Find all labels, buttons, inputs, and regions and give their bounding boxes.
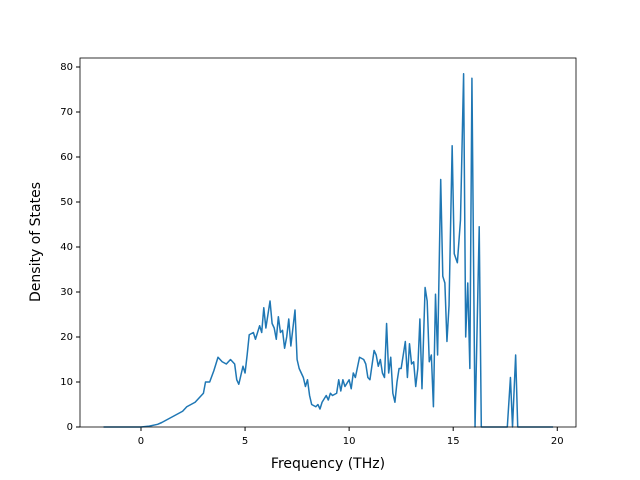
- y-tick-label: 40: [60, 242, 73, 253]
- y-tick-label: 30: [60, 287, 73, 298]
- y-tick-label: 60: [60, 152, 73, 163]
- x-tick-label: 10: [343, 436, 356, 447]
- x-tick-label: 15: [447, 436, 460, 447]
- x-tick-label: 20: [551, 436, 564, 447]
- x-axis-label: Frequency (THz): [271, 456, 385, 472]
- y-tick-label: 0: [67, 422, 73, 433]
- plot-frame: [79, 57, 577, 428]
- y-tick-label: 80: [60, 62, 73, 73]
- line-series: [103, 73, 554, 428]
- y-tick-label: 70: [60, 107, 73, 118]
- y-tick-label: 50: [60, 197, 73, 208]
- y-axis-label: Density of States: [28, 182, 44, 302]
- y-tick-label: 10: [60, 377, 73, 388]
- x-tick-label: 5: [242, 436, 248, 447]
- x-tick-label: 0: [138, 436, 144, 447]
- y-tick-label: 20: [60, 332, 73, 343]
